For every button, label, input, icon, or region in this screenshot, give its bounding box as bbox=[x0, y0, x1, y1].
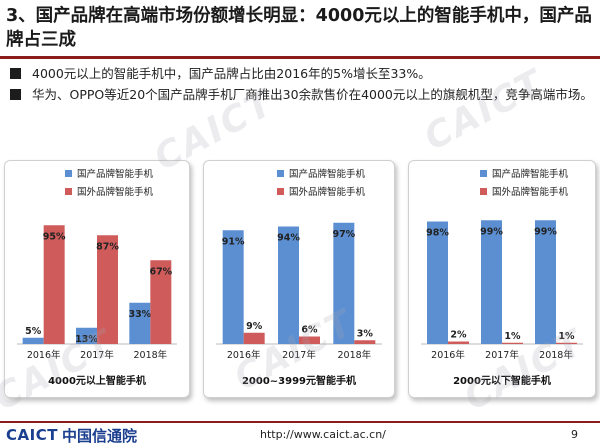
data-label: 87% bbox=[96, 241, 119, 252]
logo-brand: CAICT bbox=[6, 426, 58, 444]
bar bbox=[427, 221, 448, 344]
legend-label: 国外品牌智能手机 bbox=[492, 186, 569, 198]
bullet-square-icon bbox=[10, 68, 21, 79]
bar bbox=[76, 327, 97, 344]
data-label: 99% bbox=[534, 226, 557, 237]
bar bbox=[222, 230, 244, 344]
tick-label: 2017年 bbox=[282, 349, 316, 361]
bar bbox=[243, 332, 265, 344]
bar bbox=[502, 342, 523, 344]
legend-label: 国产品牌智能手机 bbox=[289, 168, 366, 180]
chart-title: 4000元以上智能手机 bbox=[48, 374, 146, 387]
bar bbox=[481, 220, 502, 344]
data-label: 99% bbox=[480, 226, 503, 237]
bullet-list: 4000元以上的智能手机中，国产品牌占比由2016年的5%增长至33%。 华为、… bbox=[8, 64, 594, 106]
legend-label: 国产品牌智能手机 bbox=[77, 168, 154, 180]
chart-panel-below-2000: 国产品牌智能手机 国外品牌智能手机 98% 2% 2016年 99% 1% 2017年 99% 1… bbox=[408, 160, 596, 398]
bullet-text: 华为、OPPO等近20个国产品牌手机厂商推出30余款售价在4000元以上的旗舰机… bbox=[32, 87, 593, 102]
data-label: 1% bbox=[558, 331, 575, 342]
footer-url[interactable]: http://www.caict.ac.cn/ bbox=[260, 428, 386, 441]
tick-label: 2018年 bbox=[133, 349, 167, 361]
data-label: 95% bbox=[43, 231, 66, 242]
page-title: 3、国产品牌在高端市场份额增长明显：4000元以上的智能手机中，国产品牌占三成 bbox=[6, 6, 592, 50]
legend-label: 国产品牌智能手机 bbox=[492, 168, 569, 180]
tick-label: 2016年 bbox=[431, 349, 465, 361]
bar bbox=[333, 222, 355, 344]
tick-label: 2017年 bbox=[80, 349, 114, 361]
data-label: 91% bbox=[222, 236, 245, 247]
bullet-item: 华为、OPPO等近20个国产品牌手机厂商推出30余款售价在4000元以上的旗舰机… bbox=[8, 85, 594, 104]
bar bbox=[43, 225, 65, 344]
data-label: 9% bbox=[246, 321, 263, 332]
page-number: 9 bbox=[571, 428, 578, 441]
legend-swatch bbox=[65, 188, 72, 195]
data-label: 97% bbox=[332, 229, 355, 240]
bar bbox=[22, 337, 44, 344]
chart-title: 2000~3999元智能手机 bbox=[242, 374, 356, 387]
data-label: 2% bbox=[450, 330, 467, 341]
title-divider bbox=[0, 56, 600, 59]
bullet-text: 4000元以上的智能手机中，国产品牌占比由2016年的5%增长至33%。 bbox=[32, 66, 431, 81]
legend-swatch bbox=[65, 170, 72, 177]
tick-label: 2018年 bbox=[539, 349, 573, 361]
tick-label: 2016年 bbox=[27, 349, 61, 361]
bar bbox=[97, 235, 118, 344]
tick-label: 2018年 bbox=[337, 349, 371, 361]
bar bbox=[150, 260, 172, 344]
data-label: 1% bbox=[504, 331, 521, 342]
data-label: 98% bbox=[426, 228, 449, 239]
chart-title: 2000元以下智能手机 bbox=[453, 374, 551, 387]
legend-swatch bbox=[277, 170, 284, 177]
legend-label: 国外品牌智能手机 bbox=[289, 186, 366, 198]
bar bbox=[278, 226, 299, 344]
bar bbox=[448, 341, 469, 344]
data-label: 13% bbox=[75, 334, 98, 345]
chart-panel-4000-plus: 国产品牌智能手机 国外品牌智能手机 5% 95% 2016年 13% 87% 2017年 33%… bbox=[4, 160, 190, 398]
tick-label: 2016年 bbox=[227, 349, 261, 361]
legend-label: 国外品牌智能手机 bbox=[77, 186, 154, 198]
bar bbox=[354, 340, 376, 344]
data-label: 33% bbox=[128, 309, 151, 320]
footer-divider bbox=[0, 421, 600, 423]
data-label: 3% bbox=[357, 328, 374, 339]
caict-logo: CAICT 中国信通院 bbox=[6, 425, 137, 445]
data-label: 5% bbox=[25, 326, 42, 337]
bullet-square-icon bbox=[10, 89, 21, 100]
legend-swatch bbox=[480, 170, 487, 177]
bar bbox=[129, 302, 151, 344]
bullet-item: 4000元以上的智能手机中，国产品牌占比由2016年的5%增长至33%。 bbox=[8, 64, 594, 83]
legend-swatch bbox=[277, 188, 284, 195]
data-label: 6% bbox=[301, 325, 318, 336]
bar bbox=[556, 342, 577, 344]
data-label: 67% bbox=[149, 266, 172, 277]
bar bbox=[535, 220, 556, 344]
data-label: 94% bbox=[277, 233, 300, 244]
bar bbox=[299, 336, 320, 344]
legend-swatch bbox=[480, 188, 487, 195]
tick-label: 2017年 bbox=[485, 349, 519, 361]
chart-panel-2000-3999: 国产品牌智能手机 国外品牌智能手机 91% 9% 2016年 94% 6% 2017年 97% 3… bbox=[203, 160, 395, 398]
logo-brand-cn: 中国信通院 bbox=[61, 426, 137, 445]
